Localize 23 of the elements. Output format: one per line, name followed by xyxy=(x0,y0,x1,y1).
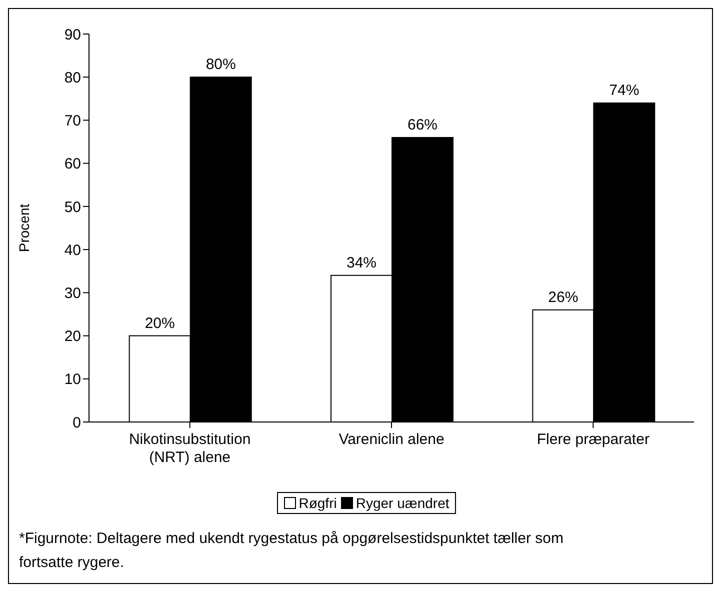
data-label: 74% xyxy=(609,82,640,99)
data-label: 34% xyxy=(346,254,377,272)
x-tick-label: Vareniclin alene xyxy=(338,431,444,448)
x-tick-label: Flere præparater xyxy=(536,431,650,448)
y-axis-title: Procent xyxy=(16,204,32,252)
data-label: 20% xyxy=(144,314,175,332)
y-tick-label: 0 xyxy=(72,414,81,432)
data-label: 80% xyxy=(206,56,236,74)
y-tick-label: 50 xyxy=(64,198,81,216)
legend-label: Røgfri xyxy=(298,495,337,511)
legend-label: Ryger uændret xyxy=(354,495,450,511)
text: *Figurnote: Deltagere med ukendt rygestatus på opgørelsestidspunktet tæller som fortsatte rygere. xyxy=(18,529,564,573)
y-tick-label: 60 xyxy=(64,156,81,173)
y-tick-label: 70 xyxy=(64,112,81,130)
data-label: 26% xyxy=(548,288,578,306)
y-tick-label: 20 xyxy=(64,328,81,346)
y-tick-label: 30 xyxy=(64,284,81,302)
data-label: 66% xyxy=(407,116,438,134)
x-tick-label: Nikotinsubstitution (NRT) alene xyxy=(128,431,251,466)
y-tick-label: 10 xyxy=(64,371,81,388)
y-tick-label: 40 xyxy=(64,242,81,259)
y-tick-label: 80 xyxy=(64,69,81,86)
y-tick-label: 90 xyxy=(64,26,81,44)
